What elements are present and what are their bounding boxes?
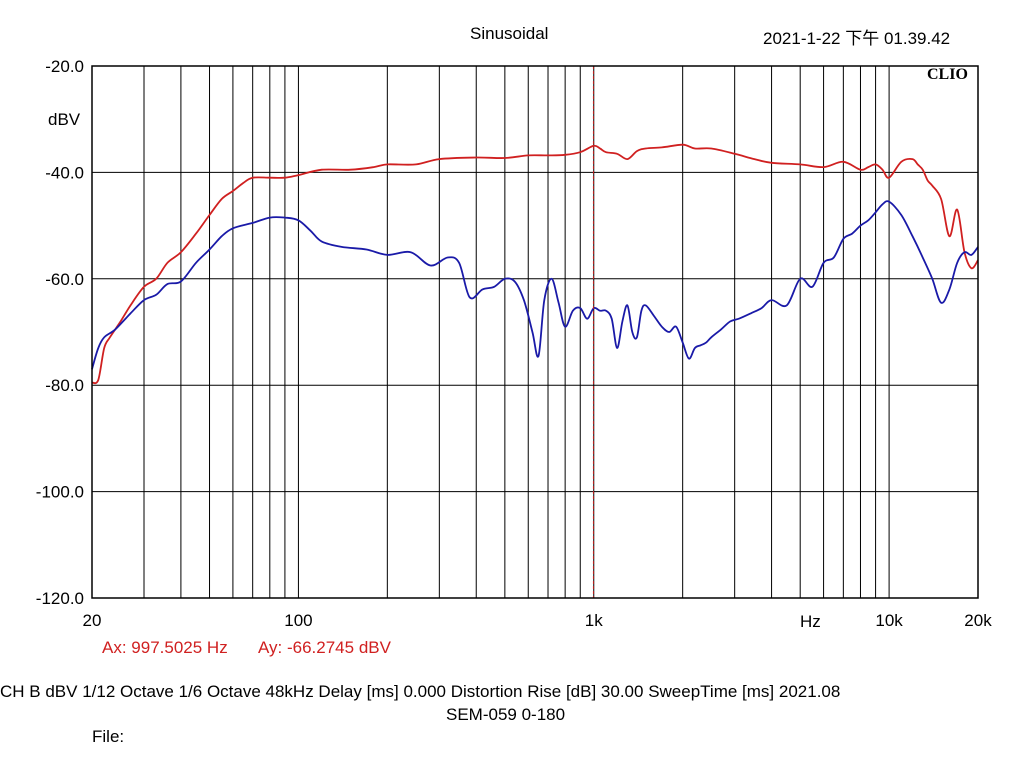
clio-logo: CLIO: [927, 66, 968, 83]
series-layer: [91, 143, 979, 385]
x-tick-label: 20: [83, 611, 102, 630]
y-axis-unit: dBV: [48, 110, 81, 129]
file-name: SEM-059 0-180: [446, 705, 566, 724]
series-red-line: [91, 143, 979, 385]
timestamp: 2021-1-22 下午 01.39.42: [763, 29, 951, 48]
x-axis-unit: Hz: [800, 612, 821, 631]
x-tick-label: 10k: [875, 611, 903, 630]
file-label: File:: [92, 727, 125, 746]
x-tick-label: 100: [284, 611, 312, 630]
y-tick-label: -80.0: [45, 376, 84, 395]
y-tick-label: -40.0: [45, 163, 84, 182]
measurement-settings: CH B dBV 1/12 Octave 1/6 Octave 48kHz De…: [0, 682, 841, 701]
plot-frame: [91, 65, 979, 599]
grid: [92, 66, 978, 598]
tick-labels: -20.0 -40.0 -60.0 -80.0 -100.0 -120.0 20 100 1k 1…: [36, 57, 992, 630]
chart-title: Sinusoidal: [470, 24, 549, 43]
y-tick-label: -100.0: [36, 483, 84, 502]
x-tick-label: 20k: [964, 611, 992, 630]
y-tick-label: -60.0: [45, 270, 84, 289]
y-tick-label: -20.0: [45, 57, 84, 76]
cursor-y-readout: Ay: -66.2745 dBV: [258, 638, 391, 657]
y-tick-label: -120.0: [36, 589, 84, 608]
x-tick-label: 1k: [585, 611, 603, 630]
series-blue-line: [91, 200, 979, 370]
cursor-x-readout: Ax: 997.5025 Hz: [102, 638, 228, 657]
